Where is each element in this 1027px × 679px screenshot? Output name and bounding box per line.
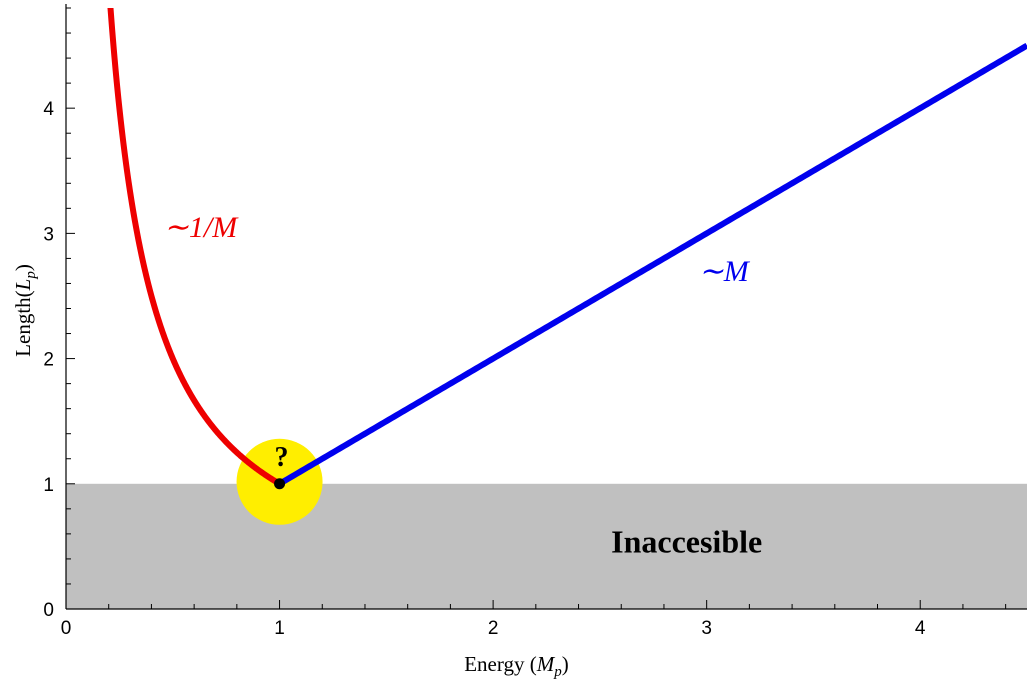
y-tick-label: 3 (43, 224, 54, 245)
highlight-label: ? (275, 442, 289, 473)
y-tick-label: 1 (43, 475, 54, 496)
inaccessible-region (66, 483, 1027, 609)
x-tick-label: 4 (915, 618, 926, 639)
x-tick-label: 2 (488, 618, 499, 639)
clipped-plot: ? (66, 8, 1027, 609)
axes: 0 1 2 3 4 0 1 2 3 4 (43, 4, 1027, 639)
y-axis-title-close: ) (11, 264, 35, 271)
inaccessible-label: Inaccesible (611, 524, 762, 560)
highlight-point (274, 478, 286, 490)
y-axis-title-main: Length( (11, 290, 35, 356)
y-tick-label: 4 (43, 99, 54, 120)
y-axis-title-var: L (11, 279, 35, 292)
plot-area: ? (66, 8, 1027, 609)
series-line-inverse (107, 8, 282, 487)
annotation-inverse: ∼1/M (164, 211, 239, 244)
x-axis-title-close: ) (562, 652, 569, 676)
x-tick-label: 0 (61, 618, 72, 639)
y-axis-title: Length(Lp) (11, 264, 39, 357)
x-tick-label: 3 (701, 618, 712, 639)
x-tick-label: 1 (274, 618, 285, 639)
x-axis-title-sub: p (553, 664, 562, 679)
x-axis-title-var: M (536, 652, 556, 676)
x-axis-title: Energy (Mp) (464, 652, 569, 679)
series-line-linear (278, 42, 1027, 487)
y-tick-label: 2 (43, 350, 54, 371)
x-axis-title-main: Energy ( (464, 652, 537, 676)
y-tick-label: 0 (43, 600, 54, 621)
annotation-linear: ∼M (699, 255, 751, 288)
y-axis-title-sub: p (23, 271, 39, 280)
